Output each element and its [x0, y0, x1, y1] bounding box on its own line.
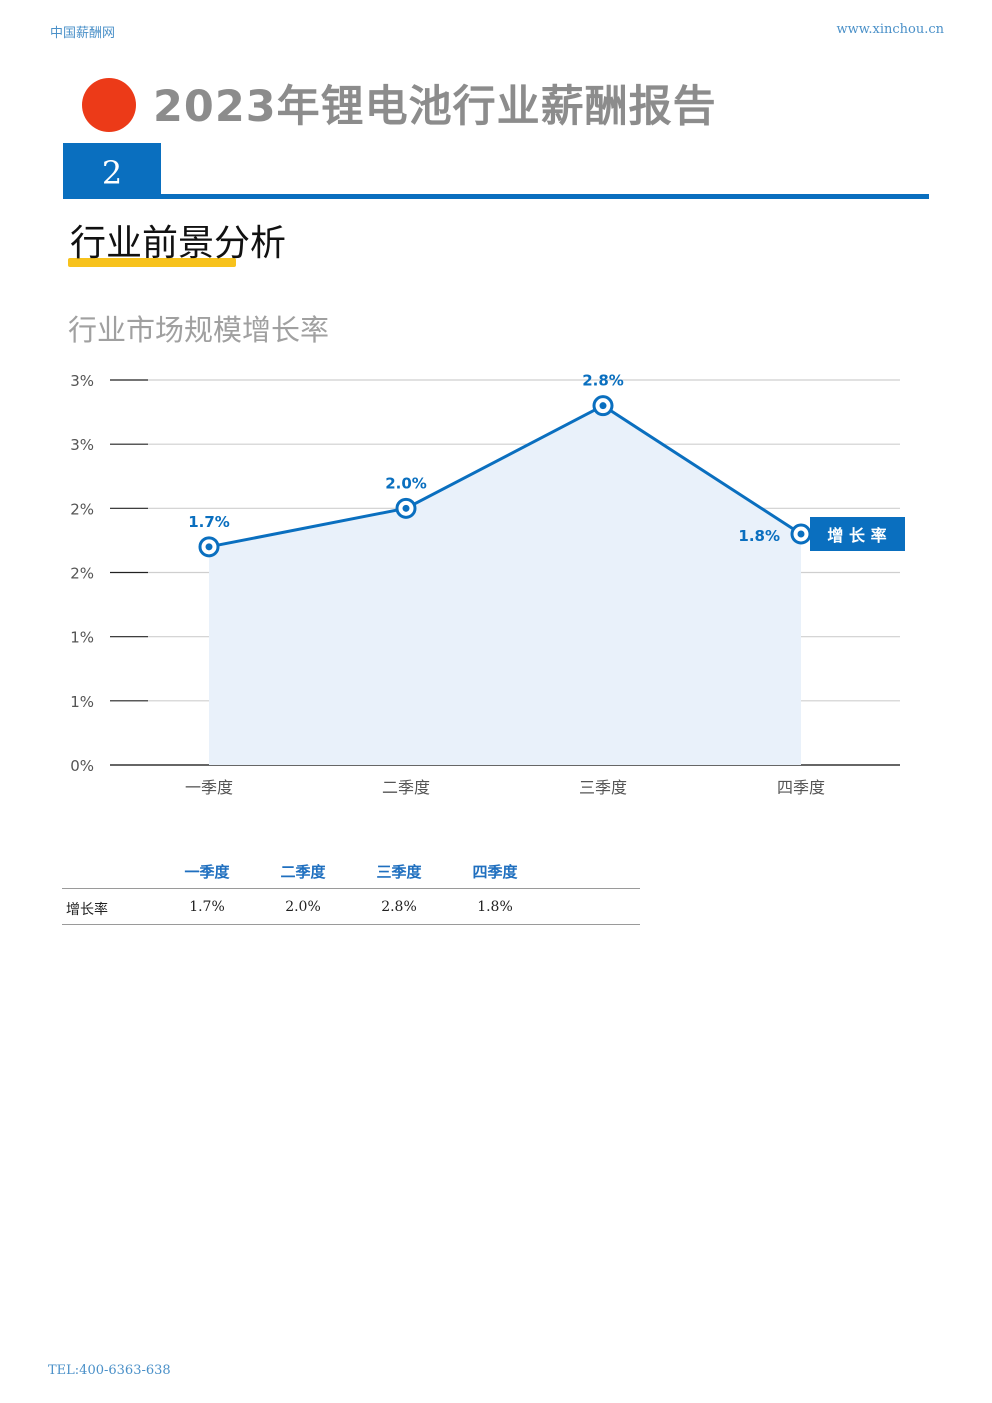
table-header-cell: 二季度: [280, 863, 326, 881]
table-row-label: 增长率: [66, 902, 108, 918]
data-table: 一季度 二季度 三季度 四季度 增长率 1.7% 2.0% 2.8% 1.8%: [62, 855, 640, 925]
y-tick-label: 1%: [70, 693, 94, 711]
legend-badge: [810, 517, 905, 551]
site-url[interactable]: www.xinchou.cn: [836, 22, 944, 37]
y-tick-label: 1%: [70, 629, 94, 647]
section-number-tab: 2: [63, 143, 161, 195]
data-label: 2.8%: [582, 372, 624, 390]
data-point-center: [599, 402, 607, 410]
y-tick-label: 2%: [70, 565, 94, 583]
y-tick-label: 2%: [70, 500, 94, 518]
site-name: 中国薪酬网: [50, 26, 116, 41]
section-number: 2: [101, 154, 123, 192]
x-tick-label: 三季度: [579, 778, 627, 797]
table-header-row: 一季度 二季度 三季度 四季度: [62, 855, 640, 889]
table-header-cell: 四季度: [472, 863, 518, 881]
data-point-center: [797, 530, 805, 538]
section-rule: [63, 194, 929, 199]
x-tick-label: 四季度: [777, 778, 825, 797]
data-label: 2.0%: [385, 474, 427, 492]
series-line: [208, 404, 802, 549]
heading-underline: [68, 258, 236, 267]
report-title: 2023年锂电池行业薪酬报告: [153, 82, 717, 132]
y-tick-label: 3%: [70, 372, 94, 390]
x-tick-label: 一季度: [185, 778, 233, 797]
table-cell: 2.8%: [381, 899, 417, 915]
data-point-center: [402, 504, 410, 512]
y-tick-label: 0%: [70, 757, 94, 775]
title-dot-icon: [82, 78, 136, 132]
legend-label: 增 长 率: [827, 526, 886, 545]
table-cell: 1.7%: [189, 899, 225, 915]
table-cell: 1.8%: [477, 899, 513, 915]
data-label: 1.7%: [188, 513, 230, 531]
data-point-center: [205, 543, 213, 551]
data-label: 1.8%: [738, 527, 780, 545]
x-tick-label: 二季度: [382, 778, 430, 797]
table-cell: 2.0%: [285, 899, 321, 915]
table-header-cell: 三季度: [376, 863, 422, 881]
table-header-cell: 一季度: [184, 863, 230, 881]
section-heading: 行业前景分析: [70, 223, 287, 264]
y-tick-label: 3%: [70, 436, 94, 454]
table-row: 增长率 1.7% 2.0% 2.8% 1.8%: [62, 889, 640, 925]
series-area: [209, 405, 801, 765]
chart-title: 行业市场规模增长率: [68, 313, 330, 347]
footer-tel: TEL:400-6363-638: [48, 1363, 171, 1378]
